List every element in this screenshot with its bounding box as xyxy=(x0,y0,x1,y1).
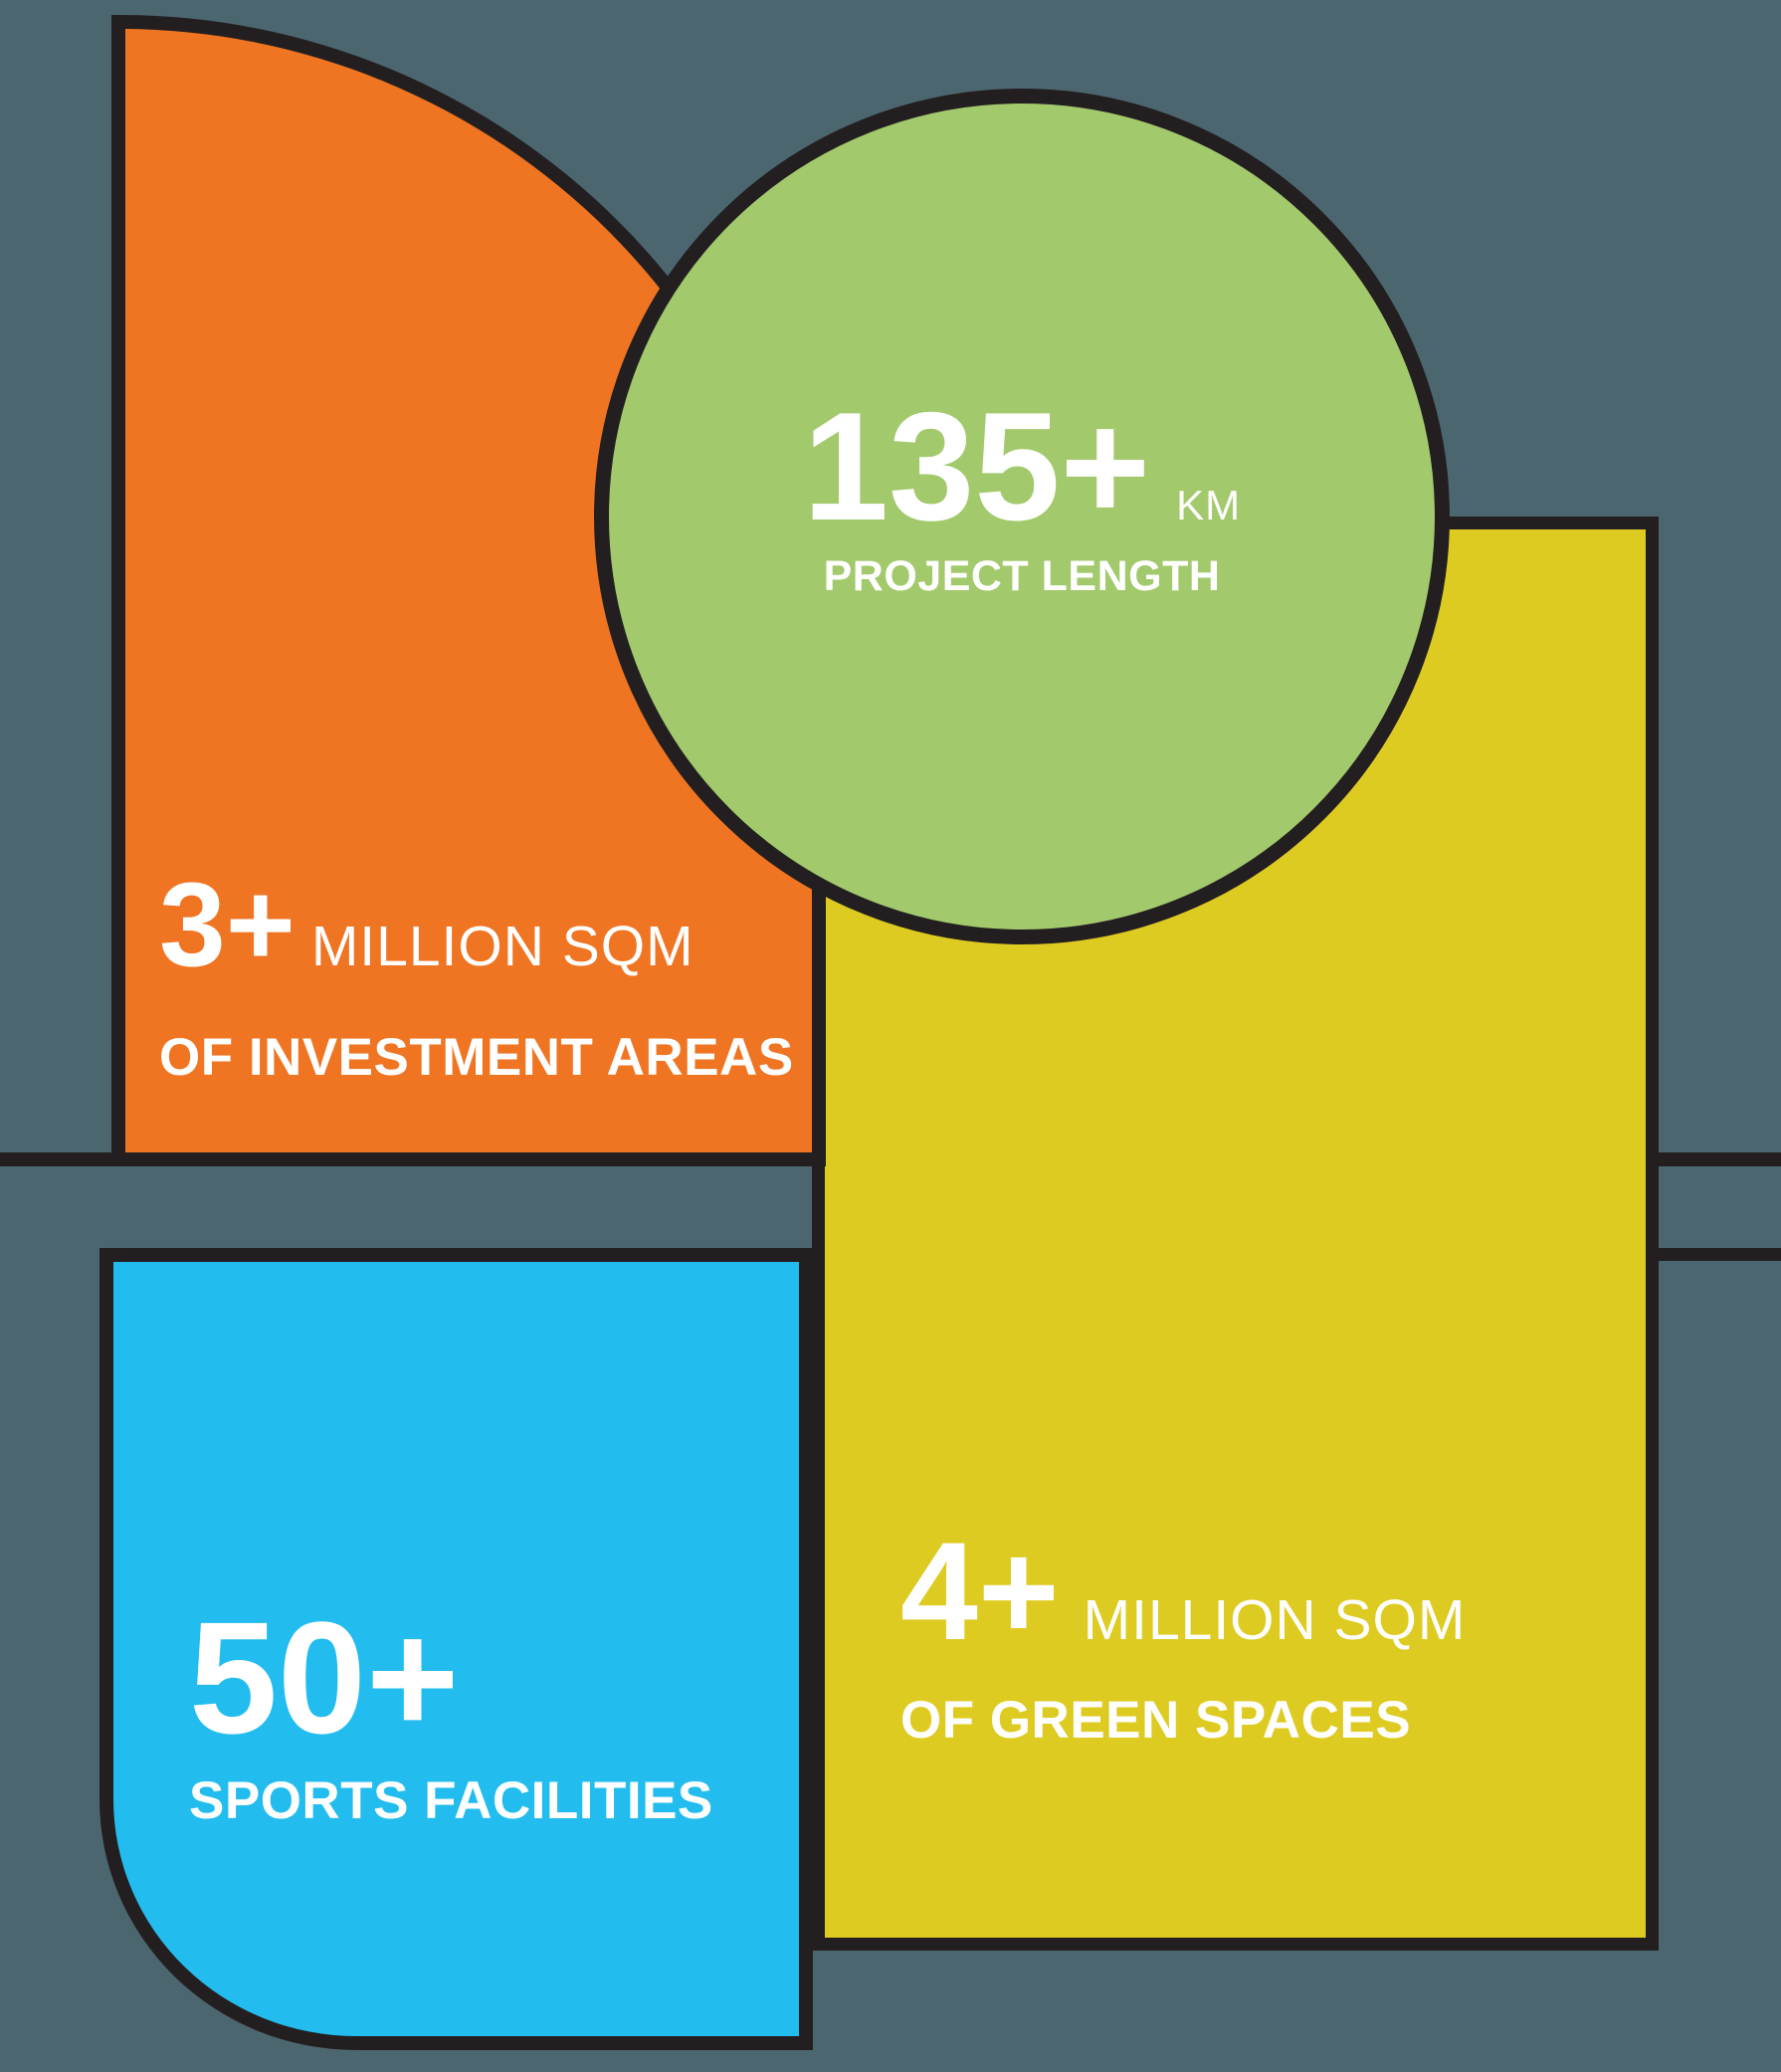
green-spaces-stat: 4+ MILLION SQM OF GREEN SPACES xyxy=(900,1522,1466,1750)
investment-areas-value-row: 3+ MILLION SQM xyxy=(159,865,794,984)
project-length-unit: KM xyxy=(1176,482,1242,528)
green-spaces-label: OF GREEN SPACES xyxy=(900,1691,1412,1750)
project-length-label: PROJECT LENGTH xyxy=(823,552,1221,600)
investment-areas-unit: MILLION SQM xyxy=(310,915,694,978)
project-length-stat: 135+ KM PROJECT LENGTH xyxy=(594,89,1450,944)
green-spaces-unit: MILLION SQM xyxy=(1083,1588,1467,1652)
investment-areas-label: OF INVESTMENT AREAS xyxy=(159,1028,794,1087)
investment-areas-stat: 3+ MILLION SQM OF INVESTMENT AREAS xyxy=(159,865,794,1084)
sports-facilities-stat: 50+ SPORTS FACILITIES xyxy=(189,1598,713,1830)
investment-areas-value: 3+ xyxy=(159,858,296,991)
sports-facilities-label: SPORTS FACILITIES xyxy=(189,1771,713,1830)
green-spaces-value: 4+ xyxy=(900,1513,1060,1669)
sports-facilities-value: 50+ xyxy=(189,1588,460,1766)
sports-facilities-shape xyxy=(99,1248,813,2050)
sports-facilities-value-row: 50+ xyxy=(189,1598,713,1758)
project-length-value-row: 135+ KM xyxy=(803,389,1241,543)
project-length-value: 135+ xyxy=(802,380,1151,552)
green-spaces-value-row: 4+ MILLION SQM xyxy=(900,1522,1466,1661)
